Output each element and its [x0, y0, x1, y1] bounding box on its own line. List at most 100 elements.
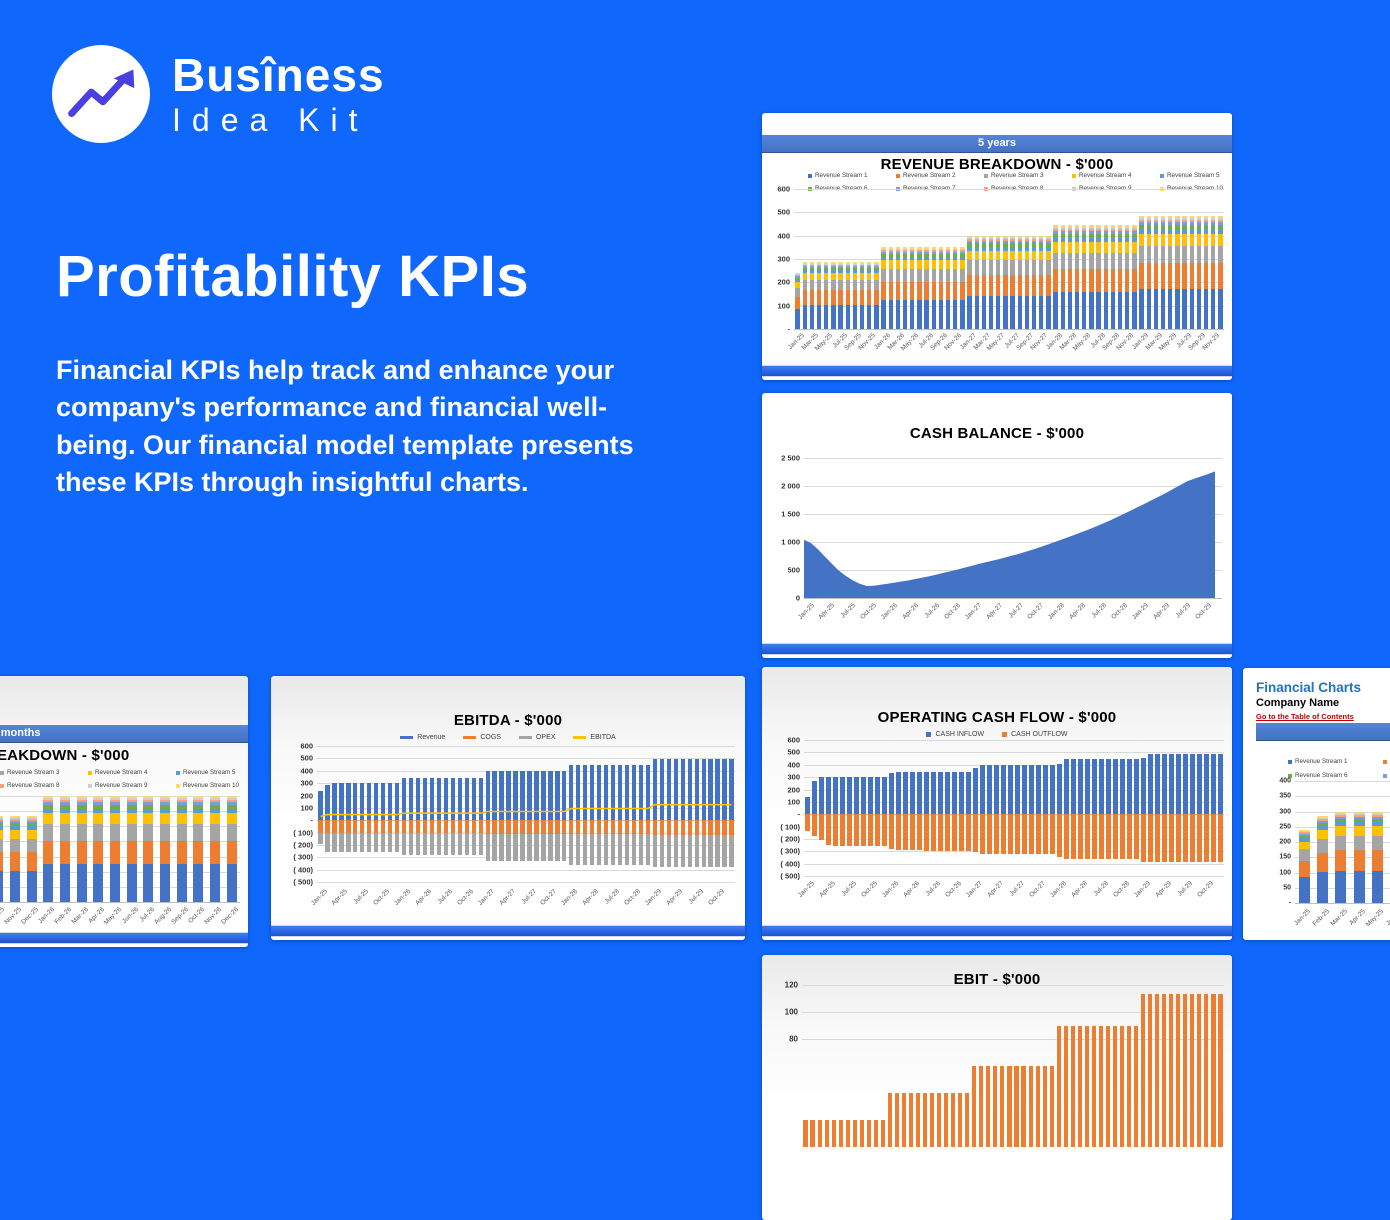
bar-segment: [722, 835, 727, 867]
ebit-bar: [1134, 1025, 1139, 1147]
inflow-bar: [945, 772, 950, 815]
legend-swatch: [0, 783, 4, 788]
stacked-bar: [1189, 215, 1194, 329]
area-shape: [804, 471, 1215, 598]
bar-segment: [795, 309, 800, 329]
bar-segment: [917, 814, 922, 851]
x-tick-label: Jul-28: [603, 888, 622, 906]
bar-segment: [967, 295, 972, 329]
bar-segment: [1082, 233, 1087, 238]
revenue-bar: [485, 771, 490, 821]
x-tick-label: Apr-27: [497, 888, 517, 907]
bar-segment: [1003, 241, 1008, 244]
bar-segment: [471, 820, 476, 834]
x-tick-label: Jan-25: [796, 880, 816, 900]
bar-segment: [1175, 215, 1180, 218]
y-tick-label: 100: [784, 1007, 798, 1017]
y-tick-label: 100: [300, 803, 313, 813]
bar-segment: [974, 241, 979, 244]
bar-segment: [1082, 268, 1087, 293]
revenue-bar: [457, 777, 462, 821]
bar-segment: [1074, 226, 1080, 229]
bar-segment: [938, 260, 944, 269]
bar-segment: [193, 824, 204, 841]
bar-segment: [394, 832, 400, 852]
bar-segment: [1046, 274, 1051, 296]
bar-segment: [1168, 288, 1173, 329]
bar-segment: [1203, 225, 1209, 230]
bar-segment: [367, 832, 372, 852]
chart-legend: CASH INFLOW CASH OUTFLOW: [762, 731, 1232, 738]
bar-segment: [1024, 241, 1030, 244]
cost-bar: [353, 820, 358, 852]
bar-segment: [816, 273, 822, 281]
legend-label: Revenue Stream 10: [183, 782, 240, 789]
inflow-bar: [987, 765, 992, 815]
bar-segment: [1024, 250, 1030, 261]
grid-line: [317, 832, 735, 834]
outflow-bar: [1043, 814, 1048, 855]
bar-segment: [1132, 231, 1137, 234]
bar-segment: [0, 838, 4, 852]
cost-bar: [638, 820, 644, 865]
inflow-bar: [805, 796, 810, 815]
stacked-bar: [1074, 225, 1080, 329]
bar-segment: [987, 814, 992, 854]
ebit-bar: [887, 1093, 892, 1147]
bar-segment: [831, 263, 836, 265]
bar-segment: [981, 237, 987, 239]
bar-segment: [1160, 222, 1166, 226]
outflow-bar: [1155, 814, 1160, 863]
bar-segment: [562, 820, 567, 834]
bar-segment: [1010, 237, 1015, 239]
legend-item: Revenue Stream 5: [1160, 172, 1220, 179]
x-tick-label: Jan-29: [1132, 880, 1152, 900]
grid-line: [317, 807, 735, 809]
bar-segment: [374, 832, 379, 852]
bar-segment: [415, 820, 421, 834]
bar-segment: [824, 270, 829, 274]
revenue-bar: [562, 771, 567, 821]
outflow-bar: [847, 814, 852, 846]
x-tick-label: Apr-26: [901, 880, 921, 899]
table-of-contents-link[interactable]: Go to the Table of Contents: [1256, 712, 1354, 721]
bar-segment: [638, 834, 644, 865]
bar-segment: [895, 251, 901, 255]
legend-item: Revenue Stream 10: [1160, 185, 1223, 192]
bar-segment: [845, 263, 850, 265]
bar-segment: [60, 804, 70, 809]
ebit-bar: [1091, 1025, 1096, 1147]
x-tick-label: Apr-25: [817, 880, 837, 899]
bar-segment: [902, 247, 908, 249]
ebit-bar: [1028, 1066, 1033, 1147]
bar-segment: [555, 833, 560, 861]
bar-segment: [1053, 292, 1058, 329]
bar-segment: [1067, 228, 1073, 232]
bar-segment: [318, 832, 323, 845]
bar-segment: [126, 824, 137, 841]
bar-segment: [541, 833, 546, 861]
y-tick-label: 400: [787, 760, 800, 770]
bar-segment: [1298, 829, 1310, 832]
bar-segment: [325, 820, 330, 833]
bar-segment: [931, 248, 936, 251]
bar-segment: [867, 270, 872, 274]
bar-segment: [645, 834, 651, 865]
cost-bar: [492, 820, 497, 861]
legend-label: Revenue Stream 3: [7, 769, 60, 776]
cost-bar: [569, 820, 574, 865]
bar-segment: [809, 263, 815, 265]
inflow-bar: [980, 765, 985, 815]
bar-segment: [960, 248, 965, 251]
bar-segment: [895, 260, 901, 269]
y-tick-label: ( 100): [780, 822, 800, 832]
bar-segment: [1031, 260, 1037, 275]
cost-bar: [541, 820, 546, 861]
bar-segment: [160, 796, 170, 798]
legend-label: COGS: [480, 734, 501, 741]
cost-bar: [527, 820, 532, 861]
chart-title: REVENUE BREAKDOWN - $'000: [0, 747, 130, 764]
bar-segment: [945, 250, 951, 252]
inflow-bar: [1092, 759, 1097, 815]
bar-segment: [1182, 233, 1187, 246]
